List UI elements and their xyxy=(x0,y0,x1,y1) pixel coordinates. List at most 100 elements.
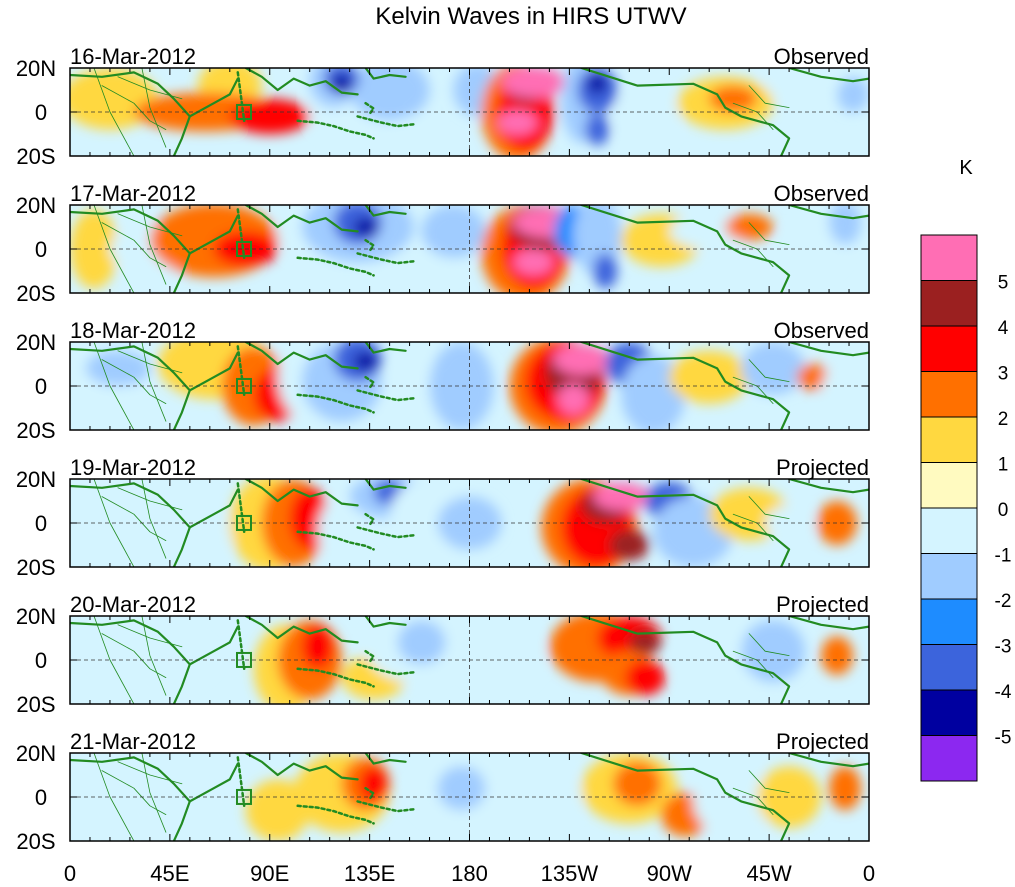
country-border xyxy=(748,770,790,793)
anomaly-blob xyxy=(587,74,607,94)
island-chain xyxy=(296,667,375,688)
region-box-marker xyxy=(235,788,252,805)
anomaly-blob xyxy=(693,766,774,837)
anomaly-blob xyxy=(629,630,662,655)
latitude-label: 20S xyxy=(16,692,55,717)
island-chain xyxy=(356,663,415,676)
coastline xyxy=(188,625,239,666)
country-border xyxy=(117,350,183,374)
colorbar-box xyxy=(920,735,978,782)
panel-status: Observed xyxy=(774,318,869,343)
longitude-label: 90W xyxy=(647,861,692,886)
region-box-marker xyxy=(235,240,252,257)
country-border xyxy=(117,761,183,785)
anomaly-blob xyxy=(829,205,862,245)
anomaly-blob xyxy=(349,68,430,121)
panel-date: 21-Mar-2012 xyxy=(70,729,196,754)
anomaly-blob xyxy=(817,501,858,545)
country-border xyxy=(93,753,135,841)
latitude-label: 20S xyxy=(16,418,55,443)
colorbar-box xyxy=(920,689,978,736)
latitude-label: 0 xyxy=(35,511,47,536)
coastline xyxy=(244,205,359,233)
colorbar-label: -5 xyxy=(995,728,1012,749)
island-chain xyxy=(356,526,415,539)
longitude-label: 90E xyxy=(250,861,289,886)
colorbar-box xyxy=(920,644,978,691)
panel-date: 18-Mar-2012 xyxy=(70,318,196,343)
anomaly-blob xyxy=(613,85,678,148)
coastline xyxy=(580,616,791,704)
anomaly-blob xyxy=(437,766,486,811)
anomaly-blob xyxy=(117,633,214,687)
island-chain xyxy=(364,375,375,390)
tick-marks xyxy=(69,341,870,431)
island-chain xyxy=(356,115,415,128)
latitude-label: 20N xyxy=(16,56,56,81)
anomaly-field xyxy=(70,68,869,156)
anomaly-blob xyxy=(359,766,389,802)
colorbar-labels: 5 4 3 2 1 0 -1 -2 -3 -4 -5 xyxy=(995,273,1012,749)
latitude-label: 20S xyxy=(16,555,55,580)
colorbar-label: 3 xyxy=(998,364,1009,385)
anomaly-blob xyxy=(669,350,750,404)
coastline xyxy=(580,479,791,567)
longitude-label: 45W xyxy=(747,861,792,886)
longitude-label: 45E xyxy=(150,861,189,886)
colorbar-box xyxy=(920,280,978,327)
colorbar-box xyxy=(920,371,978,418)
longitude-label: 0 xyxy=(64,861,76,886)
anomaly-blob xyxy=(741,342,806,395)
region-box-marker xyxy=(235,651,252,668)
coastline xyxy=(244,753,359,781)
anomaly-blob xyxy=(821,636,854,675)
country-border xyxy=(93,342,135,430)
anomaly-blob xyxy=(593,253,618,289)
country-border xyxy=(93,616,135,704)
longitude-label: 0 xyxy=(863,861,875,886)
anomaly-blob xyxy=(497,110,538,135)
coastline xyxy=(70,71,191,156)
tick-marks xyxy=(69,752,870,842)
coastline xyxy=(244,68,359,96)
anomaly-blob xyxy=(741,620,806,682)
anomaly-blob xyxy=(725,213,774,241)
latitude-label: 20N xyxy=(16,741,56,766)
island-chain xyxy=(356,389,415,402)
coastline xyxy=(244,342,359,370)
map-panel: 21-Mar-2012 Projected 20N 0 20S xyxy=(16,729,870,854)
colorbar-unit: K xyxy=(959,157,973,179)
coastline xyxy=(580,205,791,293)
anomaly-blob xyxy=(829,766,862,811)
colorbar-label: -2 xyxy=(995,591,1012,612)
latitude-label: 0 xyxy=(35,374,47,399)
anomaly-blob xyxy=(461,620,542,691)
region-box-marker xyxy=(235,377,252,394)
panel-status: Projected xyxy=(776,455,869,480)
country-border xyxy=(748,359,790,383)
panel-date: 16-Mar-2012 xyxy=(70,44,196,69)
map-panels: 16-Mar-2012 Observed 20N 0 20S 17-Mar-2012 Obs… xyxy=(16,44,870,854)
anomaly-blob xyxy=(765,505,814,541)
map-panel: 16-Mar-2012 Observed 20N 0 20S xyxy=(16,44,870,169)
colorbar-label: 0 xyxy=(998,500,1009,521)
coastlines xyxy=(70,68,869,156)
country-border xyxy=(141,616,167,696)
country-border xyxy=(117,213,183,237)
latitude-label: 20N xyxy=(16,604,56,629)
latitude-label: 20S xyxy=(16,144,55,169)
anomaly-blob xyxy=(229,98,310,134)
anomaly-blob xyxy=(353,352,378,371)
coastline xyxy=(244,479,359,507)
anomaly-blob xyxy=(513,249,554,276)
country-border xyxy=(748,222,790,246)
anomaly-blob xyxy=(397,620,446,665)
colorbar-box xyxy=(920,553,978,600)
anomaly-blob xyxy=(245,779,310,841)
coastline xyxy=(70,756,191,841)
panel-status: Projected xyxy=(776,592,869,617)
island-chain xyxy=(364,786,375,801)
anomaly-blob xyxy=(621,355,686,430)
colorbar-label: -1 xyxy=(995,546,1012,567)
longitude-axis: 0 45E 90E 135E 180 135W 90W 45W 0 xyxy=(64,861,875,886)
